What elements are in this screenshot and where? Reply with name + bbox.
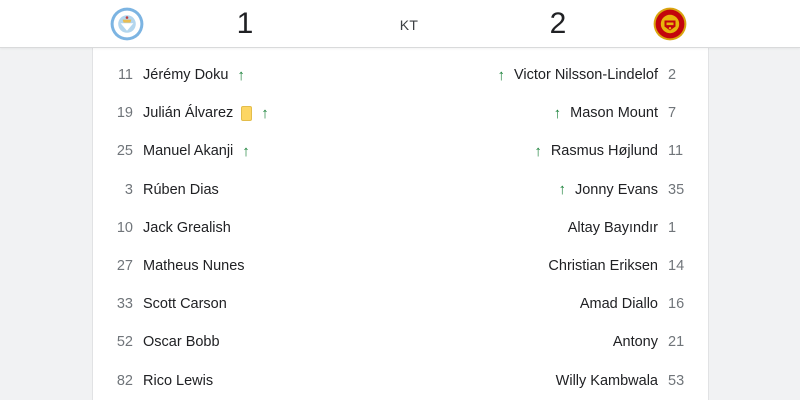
manchester-city-crest-icon bbox=[110, 7, 144, 41]
sub-in-arrow-icon: ↑ bbox=[242, 142, 250, 160]
player-number: 25 bbox=[116, 143, 133, 160]
sub-in-arrow-icon: ↑ bbox=[497, 66, 506, 84]
lineups-panel: 11 Jérémy Doku ↑ 19 Julián Álvarez ↑ 25 … bbox=[92, 48, 709, 400]
player-name: Jérémy Doku bbox=[143, 67, 229, 84]
sub-in-arrow-icon: ↑ bbox=[558, 181, 566, 199]
away-team-logo[interactable] bbox=[653, 7, 687, 41]
home-team-logo[interactable] bbox=[110, 7, 144, 41]
home-players-column: 11 Jérémy Doku ↑ 19 Julián Álvarez ↑ 25 … bbox=[93, 56, 401, 400]
player-name: Rúben Dias bbox=[143, 181, 219, 198]
player-name: Rasmus Højlund bbox=[550, 143, 658, 160]
player-row[interactable]: 52 Oscar Bobb bbox=[93, 323, 401, 361]
player-number: 21 bbox=[668, 334, 685, 351]
player-row[interactable]: 10 Jack Grealish bbox=[93, 209, 401, 247]
player-name: Jonny Evans bbox=[574, 181, 658, 198]
sub-in-arrow-icon: ↑ bbox=[553, 104, 562, 122]
player-name: Rico Lewis bbox=[143, 372, 214, 389]
player-number: 27 bbox=[116, 258, 133, 275]
player-row[interactable]: ↑ Rasmus Højlund 11 bbox=[401, 132, 709, 170]
player-number: 16 bbox=[668, 296, 685, 313]
player-name: Willy Kambwala bbox=[555, 372, 658, 389]
player-number: 35 bbox=[668, 181, 685, 198]
player-number: 53 bbox=[668, 372, 685, 389]
home-score: 1 bbox=[236, 7, 254, 40]
player-number: 11 bbox=[668, 143, 684, 160]
player-row[interactable]: 25 Manuel Akanji ↑ bbox=[93, 132, 401, 170]
player-number: 82 bbox=[116, 372, 133, 389]
player-name: Manuel Akanji bbox=[143, 143, 234, 160]
yellow-card-icon bbox=[241, 105, 253, 121]
player-name: Victor Nilsson-Lindelof bbox=[514, 67, 658, 84]
player-name: Scott Carson bbox=[143, 296, 227, 313]
player-number: 3 bbox=[124, 181, 133, 198]
player-number: 7 bbox=[668, 105, 677, 122]
player-row[interactable]: 82 Rico Lewis bbox=[93, 362, 401, 400]
player-name: Mason Mount bbox=[570, 105, 658, 122]
player-number: 10 bbox=[116, 219, 133, 236]
player-row[interactable]: Christian Eriksen 14 bbox=[401, 247, 709, 285]
sub-in-arrow-icon: ↑ bbox=[534, 142, 542, 160]
player-number: 33 bbox=[116, 296, 133, 313]
player-row[interactable]: 11 Jérémy Doku ↑ bbox=[93, 56, 401, 94]
player-name: Antony bbox=[612, 334, 658, 351]
player-row[interactable]: Amad Diallo 16 bbox=[401, 285, 709, 323]
sub-in-arrow-icon: ↑ bbox=[237, 66, 245, 84]
player-row[interactable]: 3 Rúben Dias bbox=[93, 171, 401, 209]
player-name: Altay Bayındır bbox=[567, 219, 658, 236]
match-status: KT bbox=[399, 17, 419, 33]
player-row[interactable]: ↑ Victor Nilsson-Lindelof 2 bbox=[401, 56, 709, 94]
manchester-united-crest-icon bbox=[653, 7, 687, 41]
match-header: 1 KT 2 bbox=[0, 0, 800, 48]
player-name: Jack Grealish bbox=[143, 219, 231, 236]
player-number: 14 bbox=[668, 258, 685, 275]
player-name: Matheus Nunes bbox=[143, 258, 245, 275]
away-score: 2 bbox=[549, 7, 567, 40]
player-name: Amad Diallo bbox=[579, 296, 658, 313]
player-name: Christian Eriksen bbox=[548, 258, 658, 275]
player-number: 11 bbox=[117, 67, 133, 84]
player-row[interactable]: 27 Matheus Nunes bbox=[93, 247, 401, 285]
player-number: 19 bbox=[116, 105, 133, 122]
sub-in-arrow-icon: ↑ bbox=[261, 104, 269, 122]
player-number: 2 bbox=[668, 67, 677, 84]
player-row[interactable]: 33 Scott Carson bbox=[93, 285, 401, 323]
player-number: 52 bbox=[116, 334, 133, 351]
player-row[interactable]: Altay Bayındır 1 bbox=[401, 209, 709, 247]
player-row[interactable]: Antony 21 bbox=[401, 323, 709, 361]
away-players-column: ↑ Victor Nilsson-Lindelof 2 ↑ Mason Moun… bbox=[401, 56, 709, 400]
player-name: Julián Álvarez bbox=[143, 105, 234, 122]
player-row[interactable]: 19 Julián Álvarez ↑ bbox=[93, 94, 401, 132]
player-number: 1 bbox=[668, 219, 677, 236]
player-row[interactable]: ↑ Mason Mount 7 bbox=[401, 94, 709, 132]
player-name: Oscar Bobb bbox=[143, 334, 220, 351]
player-row[interactable]: Willy Kambwala 53 bbox=[401, 362, 709, 400]
player-row[interactable]: ↑ Jonny Evans 35 bbox=[401, 171, 709, 209]
